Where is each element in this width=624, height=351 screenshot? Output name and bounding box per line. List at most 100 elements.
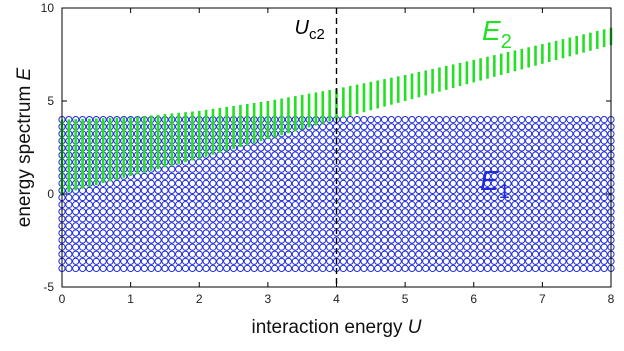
e1-point	[380, 193, 389, 202]
e1-point	[339, 186, 347, 195]
e1-point	[181, 250, 190, 258]
e1-point	[72, 193, 80, 202]
e1-point	[497, 151, 505, 159]
e1-point	[127, 243, 135, 251]
e1-point	[490, 243, 498, 251]
e1-point	[566, 215, 574, 223]
e1-point	[257, 208, 265, 216]
e1-point	[538, 179, 546, 187]
e1-point	[456, 229, 464, 237]
e1-point	[216, 165, 224, 173]
e1-point	[483, 229, 492, 237]
e1-point	[353, 116, 361, 124]
e1-point	[168, 264, 176, 272]
e1-point	[106, 243, 114, 251]
e1-point	[579, 123, 588, 131]
e1-point	[243, 193, 251, 202]
e1-point	[168, 229, 176, 237]
e1-point	[531, 172, 540, 180]
e1-point	[573, 137, 581, 145]
e1-point	[518, 250, 526, 258]
e1-point	[367, 186, 375, 195]
e1-point	[415, 179, 423, 187]
e1-point	[422, 172, 430, 180]
e1-point	[579, 165, 588, 173]
e1-point	[229, 158, 238, 166]
e1-point	[374, 229, 382, 237]
e1-point	[195, 215, 203, 223]
e1-point	[415, 201, 423, 209]
e1-point	[600, 215, 608, 223]
e1-point	[483, 264, 492, 272]
e1-point	[415, 208, 423, 216]
e1-point	[428, 201, 437, 209]
e1-point	[305, 208, 313, 216]
e1-point	[490, 116, 498, 124]
e1-point	[113, 257, 121, 265]
e1-point	[250, 193, 258, 202]
e1-point	[284, 151, 293, 159]
e1-point	[360, 257, 368, 265]
e1-point	[394, 201, 402, 209]
e1-point	[552, 179, 560, 187]
e1-point	[449, 186, 457, 195]
e1-point	[99, 186, 107, 195]
e1-point	[593, 243, 601, 251]
e1-point	[188, 193, 196, 202]
x-tick-label: 4	[333, 292, 340, 306]
e1-point	[291, 137, 299, 145]
e1-point	[168, 208, 176, 216]
e1-point	[127, 193, 135, 202]
e1-point	[380, 158, 389, 166]
e1-point	[216, 264, 224, 272]
e1-point	[483, 116, 492, 124]
e1-point	[236, 264, 245, 272]
e1-point	[422, 123, 430, 131]
e1-point	[422, 116, 430, 124]
e1-point	[216, 250, 224, 258]
e1-point	[305, 158, 313, 166]
e1-point	[305, 243, 313, 251]
e1-point	[367, 165, 375, 173]
e1-point	[195, 172, 203, 180]
e1-point	[291, 201, 299, 209]
e1-band-column	[600, 116, 608, 272]
e1-point	[195, 201, 203, 209]
e1-point	[305, 236, 313, 244]
e1-point	[106, 236, 114, 244]
e1-point	[65, 264, 73, 272]
e1-point	[374, 130, 382, 138]
e1-point	[449, 165, 457, 173]
e1-band-column	[449, 116, 457, 272]
e1-point	[401, 208, 409, 216]
e1-point	[120, 229, 128, 237]
e1-point	[394, 165, 402, 173]
e1-point	[346, 165, 354, 173]
e1-point	[456, 158, 464, 166]
e1-point	[380, 208, 389, 216]
e1-point	[579, 229, 588, 237]
e1-point	[360, 144, 368, 152]
e1-point	[92, 222, 100, 230]
e1-point	[394, 236, 402, 244]
e1-point	[525, 179, 533, 187]
e1-point	[435, 151, 444, 159]
e1-point	[408, 236, 416, 244]
e1-point	[92, 201, 100, 209]
e1-point	[209, 243, 217, 251]
e1-point	[435, 179, 444, 187]
e1-point	[566, 116, 574, 124]
e1-point	[99, 257, 107, 265]
e1-point	[497, 123, 505, 131]
e1-point	[497, 116, 505, 124]
e1-point	[579, 144, 588, 152]
e1-point	[353, 236, 361, 244]
e1-point	[127, 179, 135, 187]
e1-point	[483, 130, 492, 138]
e1-point	[147, 229, 155, 237]
e1-point	[195, 165, 203, 173]
e1-point	[470, 257, 478, 265]
e1-point	[264, 179, 272, 187]
e1-point	[374, 186, 382, 195]
e1-point	[278, 215, 286, 223]
